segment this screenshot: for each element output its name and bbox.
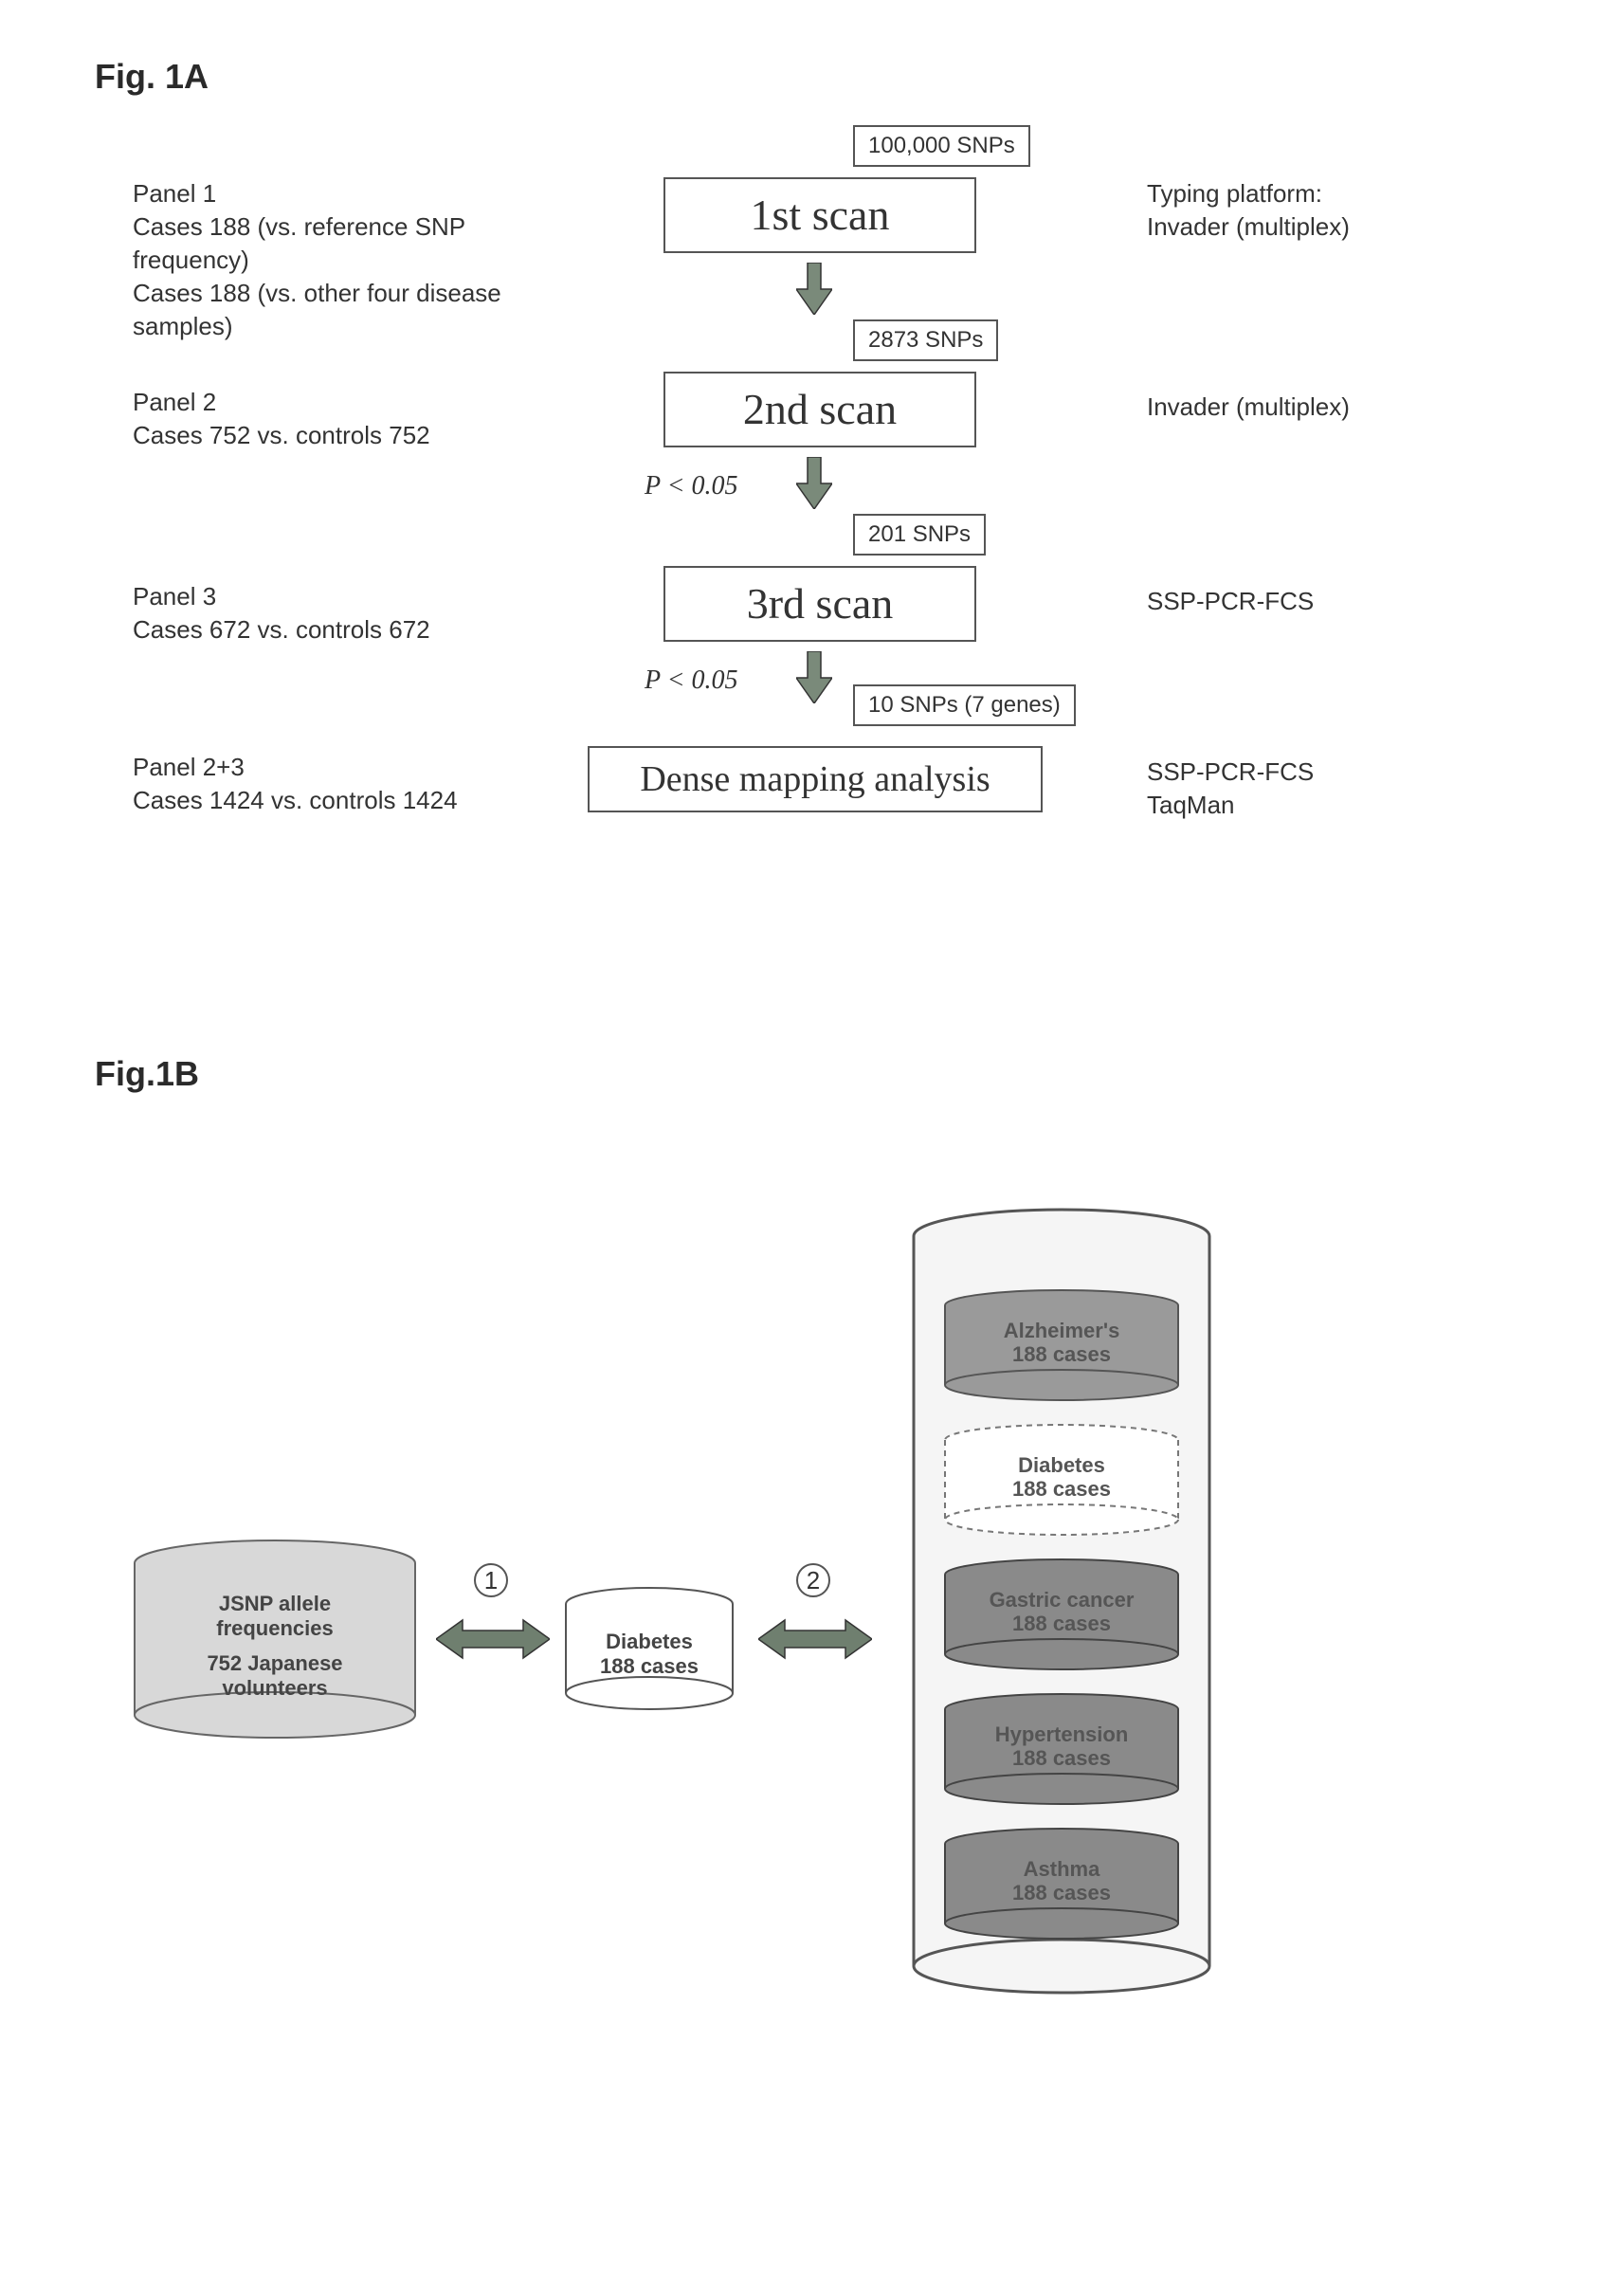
platform1: Typing platform: Invader (multiplex) (1147, 177, 1350, 244)
platform4-line2: TaqMan (1147, 789, 1314, 822)
pval-2: P < 0.05 (645, 665, 738, 696)
circled-2: 2 (796, 1563, 830, 1597)
stack-0-line1: Alzheimer's (943, 1319, 1180, 1342)
stack-cylinder-2: Gastric cancer188 cases (943, 1558, 1180, 1671)
bi-arrow-1 (436, 1615, 550, 1663)
snp-count-box-3: 201 SNPs (853, 514, 986, 556)
panel2-desc: Panel 2 Cases 752 vs. controls 752 (133, 386, 588, 452)
fig-1b-label: Fig.1B (95, 1054, 1561, 1094)
diabetes-line1: Diabetes (564, 1630, 735, 1654)
stack-3-line2: 188 cases (943, 1746, 1180, 1770)
panel1-line2: frequency) (133, 244, 588, 277)
scan2-box: 2nd scan (663, 372, 976, 447)
platform1-line2: Invader (multiplex) (1147, 210, 1350, 244)
tall-container-cylinder: Alzheimer's188 casesDiabetes188 casesGas… (910, 1208, 1213, 1995)
circled-1: 1 (474, 1563, 508, 1597)
stack-cylinder-0: Alzheimer's188 cases (943, 1288, 1180, 1402)
panel1-line4: samples) (133, 310, 588, 343)
stack-cylinder-3: Hypertension188 cases (943, 1692, 1180, 1806)
stack-1-line1: Diabetes (943, 1453, 1180, 1477)
fig-1a-label: Fig. 1A (95, 57, 1561, 97)
stack-4-line1: Asthma (943, 1857, 1180, 1881)
platform4: SSP-PCR-FCS TaqMan (1147, 756, 1314, 822)
stack-cylinder-4: Asthma188 cases (943, 1827, 1180, 1941)
jsnp-cylinder: JSNP allele frequencies 752 Japanese vol… (133, 1540, 417, 1739)
diabetes-cylinder: Diabetes 188 cases (564, 1587, 735, 1710)
panel2-line1: Cases 752 vs. controls 752 (133, 419, 588, 452)
panel1-line3: Cases 188 (vs. other four disease (133, 277, 588, 310)
snp-count-box-1: 100,000 SNPs (853, 125, 1030, 167)
panel1-line1: Cases 188 (vs. reference SNP (133, 210, 588, 244)
scan1-box: 1st scan (663, 177, 976, 253)
panel3-line1: Cases 672 vs. controls 672 (133, 613, 588, 647)
arrow-down-3 (796, 651, 832, 703)
platform4-line1: SSP-PCR-FCS (1147, 756, 1314, 789)
panel23-desc: Panel 2+3 Cases 1424 vs. controls 1424 (133, 751, 588, 817)
panel3-desc: Panel 3 Cases 672 vs. controls 672 (133, 580, 588, 647)
arrow-down-1 (796, 263, 832, 315)
platform3: SSP-PCR-FCS (1147, 585, 1314, 618)
jsnp-line3: 752 Japanese (133, 1651, 417, 1676)
stack-2-line2: 188 cases (943, 1612, 1180, 1635)
platform2: Invader (multiplex) (1147, 391, 1350, 424)
stack-3-line1: Hypertension (943, 1722, 1180, 1746)
snp-count-box-4: 10 SNPs (7 genes) (853, 684, 1076, 726)
stack-0-line2: 188 cases (943, 1342, 1180, 1366)
platform1-line1: Typing platform: (1147, 177, 1350, 210)
panel23-title: Panel 2+3 (133, 751, 588, 784)
panel1-desc: Panel 1 Cases 188 (vs. reference SNP fre… (133, 177, 588, 343)
scan3-box: 3rd scan (663, 566, 976, 642)
jsnp-line1: JSNP allele (133, 1592, 417, 1616)
jsnp-line4: volunteers (133, 1676, 417, 1701)
panel2-title: Panel 2 (133, 386, 588, 419)
jsnp-line2: frequencies (133, 1616, 417, 1641)
snp-count-box-2: 2873 SNPs (853, 319, 998, 361)
stack-2-line1: Gastric cancer (943, 1588, 1180, 1612)
fig-1a-flowchart: 100,000 SNPs Panel 1 Cases 188 (vs. refe… (133, 125, 1554, 978)
pval-1: P < 0.05 (645, 471, 738, 501)
panel23-line1: Cases 1424 vs. controls 1424 (133, 784, 588, 817)
dense-mapping-box: Dense mapping analysis (588, 746, 1043, 812)
stack-cylinder-1: Diabetes188 cases (943, 1423, 1180, 1537)
panel1-title: Panel 1 (133, 177, 588, 210)
stack-1-line2: 188 cases (943, 1477, 1180, 1501)
fig-1b-diagram: JSNP allele frequencies 752 Japanese vol… (133, 1132, 1554, 2080)
diabetes-line2: 188 cases (564, 1654, 735, 1679)
panel3-title: Panel 3 (133, 580, 588, 613)
stack-4-line2: 188 cases (943, 1881, 1180, 1904)
bi-arrow-2 (758, 1615, 872, 1663)
arrow-down-2 (796, 457, 832, 509)
